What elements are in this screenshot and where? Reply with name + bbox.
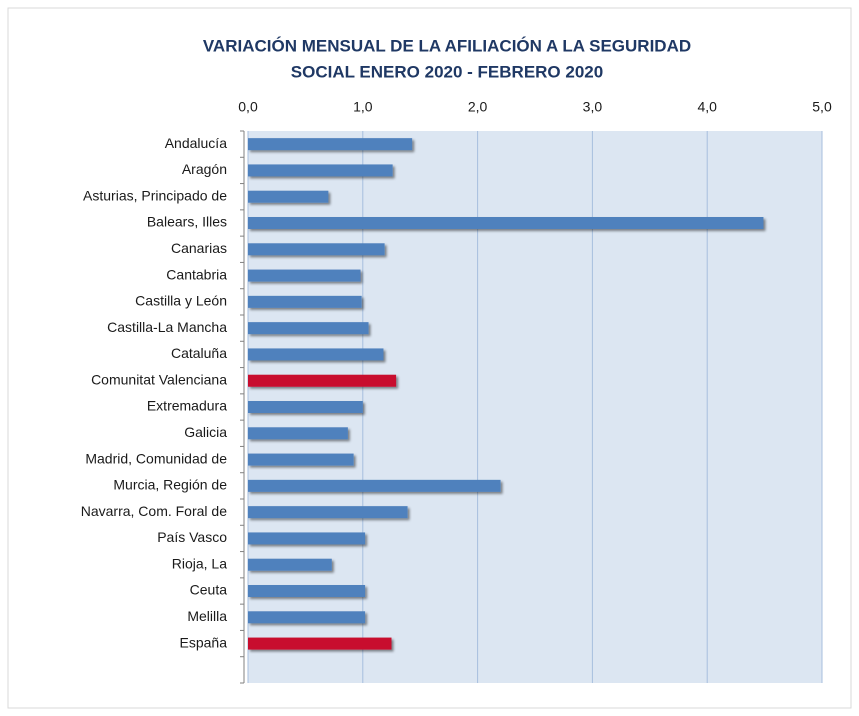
bar [248,401,363,413]
bar [248,637,392,650]
y-tick-label: Balears, Illes [147,214,227,230]
y-tick-label: Castilla-La Mancha [107,319,227,335]
y-tick-label: Navarra, Com. Foral de [81,503,227,519]
bar [248,611,366,624]
y-tick-label: Melilla [187,608,227,624]
x-tick-label: 0,0 [238,99,258,115]
y-tick-label: Ceuta [190,582,228,598]
y-tick-label: Comunitat Valenciana [91,371,227,387]
y-tick-label: Galicia [184,424,227,440]
bar [248,164,393,177]
bar [248,532,366,545]
bar [248,374,397,387]
bar [248,558,332,571]
bar [248,427,348,440]
bar [248,190,329,203]
bar [248,138,413,151]
y-tick-label: Extremadura [147,398,227,414]
y-tick-label: Murcia, Región de [113,477,227,493]
y-tick-label: Asturias, Principado de [83,187,227,203]
bar [248,269,361,282]
bar [248,453,354,466]
bar [248,295,362,308]
y-tick-label: Canarias [171,240,227,256]
y-tick-label: Rioja, La [172,555,227,571]
y-tick-label: Cantabria [166,266,227,282]
bar [248,585,366,597]
bar [248,348,384,361]
bar [248,217,764,229]
y-tick-label: España [180,634,228,650]
x-tick-label: 5,0 [812,99,832,115]
y-tick-label: Cataluña [171,345,227,361]
bar [248,506,408,519]
x-tick-label: 2,0 [468,99,488,115]
x-tick-label: 3,0 [583,99,603,115]
y-tick-label: País Vasco [157,529,227,545]
y-tick-label: Madrid, Comunidad de [85,450,227,466]
y-tick-label: Castilla y León [135,293,227,309]
x-tick-label: 1,0 [353,99,373,115]
x-tick-label: 4,0 [697,99,717,115]
bar [248,479,501,492]
y-tick-label: Andalucía [165,135,227,151]
y-tick-label: Aragón [182,161,227,177]
chart-title: SOCIAL ENERO 2020 - FEBRERO 2020 [291,62,603,81]
chart-title: VARIACIÓN MENSUAL DE LA AFILIACIÓN A LA … [203,36,691,55]
bar [248,243,385,256]
bar [248,322,369,335]
